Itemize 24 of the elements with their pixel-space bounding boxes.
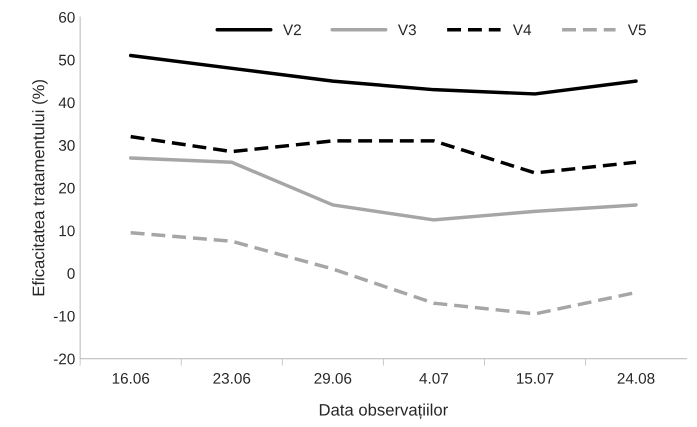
x-axis-title: Data observațiilor [320,403,448,420]
x-tick-label: 4.07 [419,372,448,384]
y-tick-label: 10 [59,225,75,236]
legend-label: V4 [512,24,532,36]
legend-label: V3 [398,24,416,36]
x-tick-label: 15.07 [517,372,554,384]
line-series [128,156,638,222]
x-tick-label: 24.08 [618,372,654,384]
line-series [128,134,638,175]
y-tick-label: 0 [67,268,75,279]
x-tick-label: 23.06 [213,372,250,384]
y-tick-label: 40 [58,97,75,108]
y-tick-label: 30 [58,140,75,151]
line-series [128,54,638,96]
y-tick-label: -20 [54,354,75,364]
x-tick-label: 16.06 [112,372,150,384]
y-tick-label: 20 [59,182,75,194]
legend-label: V5 [628,24,646,36]
x-tick-label: 29.06 [314,372,352,384]
legend-label: V2 [283,24,301,36]
y-tick-label: 60 [59,12,75,23]
y-tick-label: -10 [54,310,75,322]
y-axis-title: Eficacitatea tratamentului (%) [32,80,48,296]
y-tick-label: 50 [58,54,75,66]
